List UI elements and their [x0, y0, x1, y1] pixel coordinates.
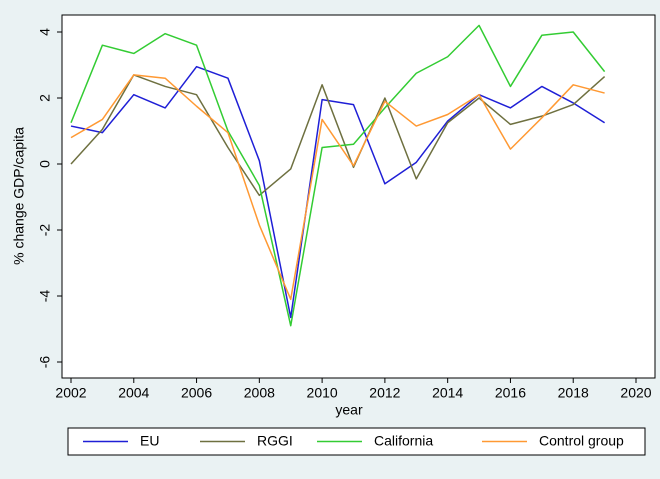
- x-tick-label: 2004: [118, 385, 149, 401]
- y-tick-label: -4: [37, 290, 53, 303]
- legend-label: EU: [140, 433, 159, 449]
- x-tick-label: 2002: [55, 385, 86, 401]
- y-tick-label: 4: [37, 28, 53, 36]
- series-line: [70, 65, 606, 319]
- x-axis-label: year: [335, 402, 363, 418]
- legend-label: RGGI: [257, 433, 293, 449]
- x-tick-label: 2016: [495, 385, 526, 401]
- x-tick-label: 2008: [244, 385, 275, 401]
- y-axis-label: % change GDP/capita: [11, 127, 27, 265]
- x-tick-label: 2018: [558, 385, 589, 401]
- legend-label: Control group: [539, 433, 624, 449]
- y-tick-label: 2: [37, 94, 53, 102]
- series-line: [70, 74, 605, 301]
- x-tick-label: 2014: [432, 385, 463, 401]
- y-tick-label: -6: [37, 356, 53, 369]
- series-line: [70, 74, 606, 197]
- x-tick-label: 2012: [369, 385, 400, 401]
- legend-label: California: [374, 433, 433, 449]
- series-line: [70, 24, 606, 327]
- x-tick-label: 2010: [307, 385, 338, 401]
- y-tick-label: -2: [37, 224, 53, 237]
- x-tick-label: 2006: [181, 385, 212, 401]
- y-tick-label: 0: [37, 160, 53, 168]
- plot-area: [61, 14, 656, 379]
- x-tick-label: 2020: [620, 385, 651, 401]
